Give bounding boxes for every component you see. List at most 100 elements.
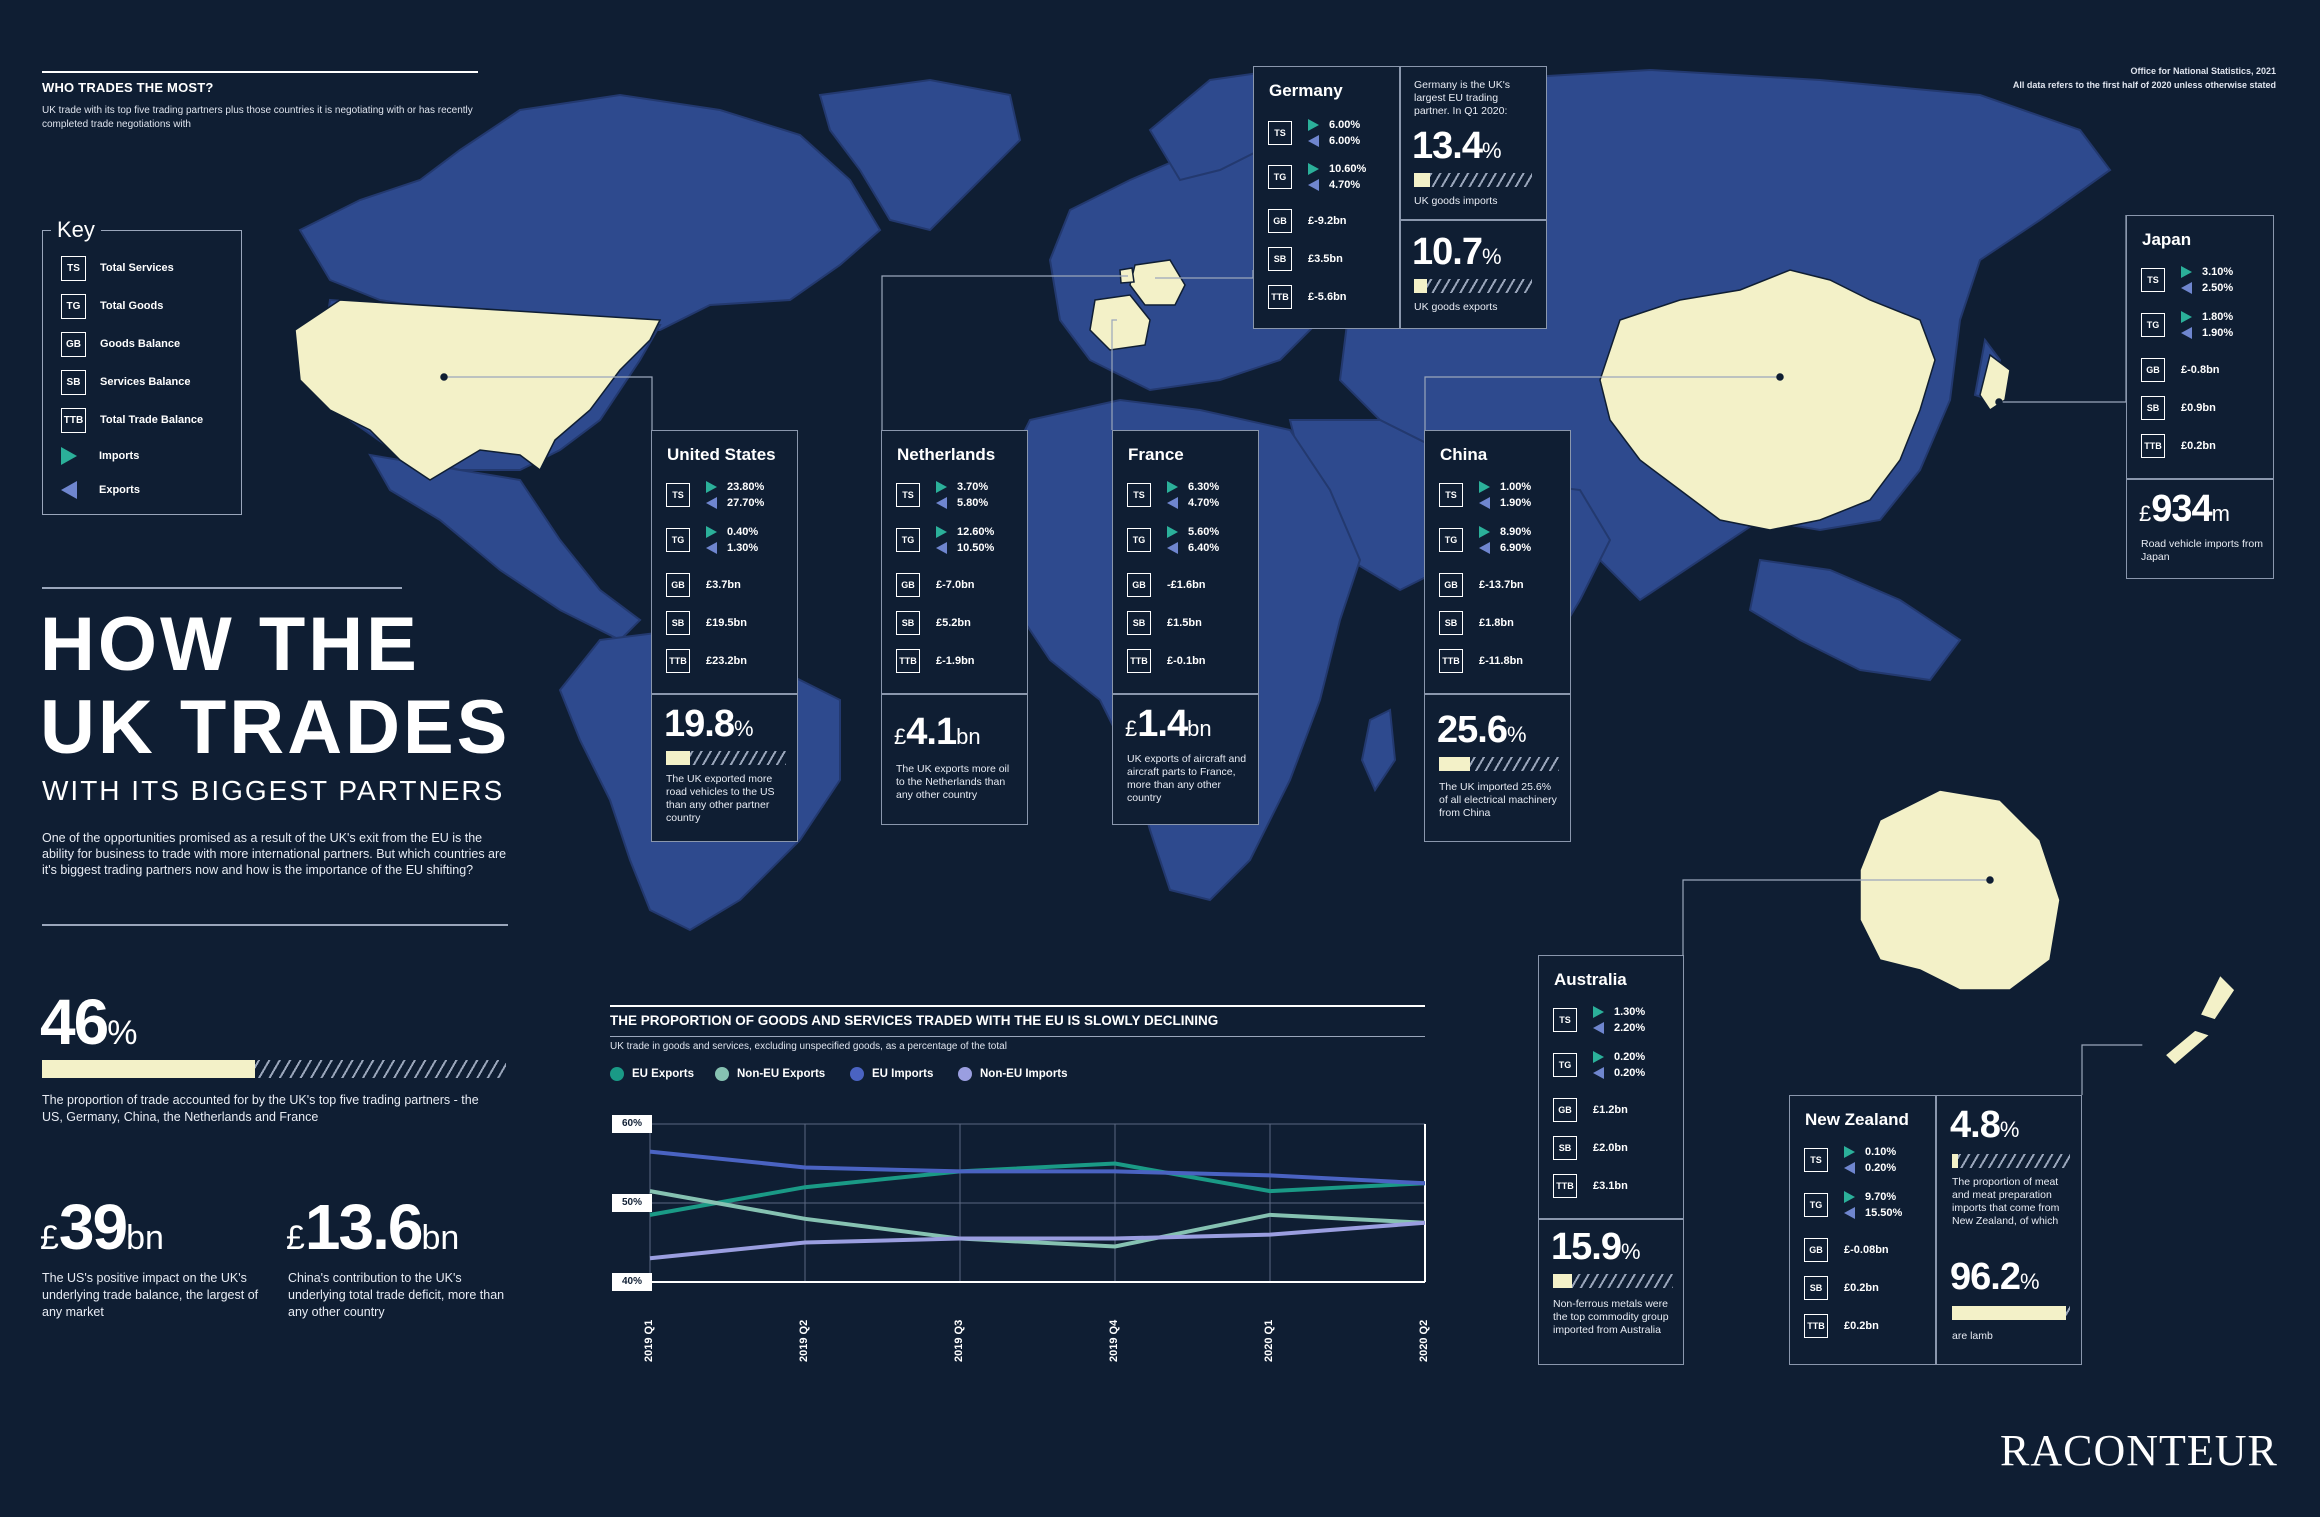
y-tick-50: 50% (612, 1194, 652, 1212)
ts-code-badge: TS (2141, 268, 2165, 293)
tg-code-badge: TG (2141, 313, 2165, 338)
germany-stat-exports: 10.7% (1412, 231, 1502, 273)
nz-lamb-caption: are lamb (1952, 1330, 1993, 1342)
tg-code-badge: TG (896, 528, 920, 553)
ttb-row: TTB £-11.8bn (1439, 649, 1523, 673)
ts-exports: 5.80% (936, 497, 988, 510)
imports-arrow-icon (1167, 526, 1178, 539)
ts-code-badge: TS (1553, 1008, 1577, 1033)
key-label-sb: Services Balance (100, 376, 191, 388)
card-china: China TS 1.00% 1.90% TG 8.90% 6.90% GB £-13.7… (1424, 430, 1571, 842)
tg-imports: 8.90% (1479, 526, 1531, 539)
x-tick-label: 2019 Q4 (1108, 1319, 1120, 1362)
ts-code-badge: TS (1804, 1148, 1828, 1173)
header-title: WHO TRADES THE MOST? (42, 80, 214, 95)
sb-code-badge: SB (61, 369, 86, 395)
nz-highlight (2163, 973, 2236, 1067)
key-item-ts: TS Total Services (61, 255, 174, 281)
sb-value: £0.9bn (2181, 402, 2216, 414)
tg-exports: 0.20% (1593, 1067, 1645, 1080)
sb-code-badge: SB (896, 611, 920, 635)
ttb-row: TTB £0.2bn (2141, 434, 2216, 458)
germany-imports-caption: UK goods imports (1414, 195, 1498, 207)
ts-exports: 6.00% (1308, 135, 1360, 148)
ts-imports: 6.00% (1308, 119, 1360, 132)
card-stat: £1.4bn (1125, 703, 1212, 745)
sb-row: SB £3.5bn (1268, 247, 1343, 271)
ts-imports: 3.10% (2181, 266, 2233, 279)
gb-row: GB £-0.8bn (2141, 358, 2220, 382)
tg-code-badge: TG (1553, 1053, 1577, 1078)
tg-exports: 1.30% (706, 542, 758, 555)
source-line-1: Office for National Statistics, 2021 (2130, 66, 2276, 76)
legend-dot (958, 1067, 972, 1081)
card-divider (1113, 693, 1258, 695)
x-tick-label: 2019 Q3 (953, 1319, 965, 1362)
stat-bar-meat (1952, 1154, 2070, 1168)
china-deficit-caption: China's contribution to the UK's underly… (288, 1271, 505, 1319)
country-name: Germany (1269, 81, 1343, 100)
ts-code-badge: TS (666, 483, 690, 508)
gb-value: £-13.7bn (1479, 579, 1524, 591)
ttb-code-badge: TTB (1127, 649, 1151, 673)
card-caption: UK exports of aircraft and aircraft part… (1127, 753, 1247, 804)
legend-dot (610, 1067, 624, 1081)
ttb-value: £3.1bn (1593, 1180, 1628, 1192)
source-line-2: All data refers to the first half of 202… (2012, 80, 2276, 90)
gb-code-badge: GB (666, 573, 690, 597)
stat-bar-exports (1414, 279, 1532, 293)
card-divider (1399, 219, 1546, 221)
sb-code-badge: SB (1804, 1276, 1828, 1300)
ttb-value: £-11.8bn (1479, 655, 1524, 667)
tg-imports: 1.80% (2181, 311, 2233, 324)
x-tick-label: 2019 Q1 (643, 1319, 655, 1362)
key-label-tg: Total Goods (100, 300, 164, 312)
legend-non-eu-exports: Non-EU Exports (715, 1067, 825, 1081)
tg-row: TG 0.20% 0.20% (1553, 1051, 1645, 1080)
us-impact-caption: The US's positive impact on the UK's und… (42, 1271, 259, 1319)
tg-code-badge: TG (666, 528, 690, 553)
card-caption: The UK imported 25.6% of all electrical … (1439, 781, 1557, 819)
exports-arrow-icon (1479, 497, 1490, 510)
sb-code-badge: SB (1439, 611, 1463, 635)
gb-code-badge: GB (2141, 358, 2165, 382)
germany-highlight (1129, 259, 1186, 306)
ttb-row: TTB £0.2bn (1804, 1314, 1879, 1338)
ttb-value: £-0.1bn (1167, 655, 1206, 667)
sb-value: £1.5bn (1167, 617, 1202, 629)
stat-bar-exports-fill (1414, 279, 1427, 293)
sb-row: SB £1.5bn (1127, 611, 1202, 635)
series-line-non-eu-imports (649, 1220, 1426, 1261)
ttb-code-badge: TTB (1268, 285, 1292, 309)
imports-arrow-icon (2181, 266, 2192, 279)
ttb-value: £0.2bn (1844, 1320, 1879, 1332)
key-item-sb: SB Services Balance (61, 369, 191, 395)
card-stat: 25.6% (1437, 709, 1527, 751)
exports-arrow-icon (1167, 497, 1178, 510)
card-divider (2127, 478, 2273, 480)
gb-row: GB £1.2bn (1553, 1098, 1628, 1122)
card-stat: £4.1bn (894, 711, 981, 753)
country-name: China (1440, 445, 1488, 464)
line-chart (649, 1123, 1426, 1283)
key-label-gb: Goods Balance (100, 338, 181, 350)
card-caption: Non-ferrous metals were the top commodit… (1553, 1298, 1669, 1336)
card-divider (652, 693, 797, 695)
ttb-code-badge: TTB (896, 649, 920, 673)
ttb-row: TTB £-5.6bn (1268, 285, 1347, 309)
legend-non-eu-imports: Non-EU Imports (958, 1067, 1068, 1081)
ts-imports: 3.70% (936, 481, 988, 494)
australia-highlight (1859, 789, 2061, 991)
exports-arrow-icon (936, 542, 947, 555)
top5-bar (42, 1060, 506, 1078)
gb-value: -£1.6bn (1167, 579, 1206, 591)
stat-bar-meat-fill (1952, 1154, 1958, 1168)
nz-stat-lamb: 96.2% (1950, 1256, 2040, 1298)
imports-arrow-icon (1308, 119, 1319, 132)
imports-arrow-icon (1593, 1006, 1604, 1019)
card-france: France TS 6.30% 4.70% TG 5.60% 6.40% GB -£1.6… (1112, 430, 1259, 825)
imports-arrow-icon (706, 481, 717, 494)
tg-row: TG 0.40% 1.30% (666, 526, 758, 555)
ts-exports: 4.70% (1167, 497, 1219, 510)
china-deficit-unit: bn (421, 1219, 460, 1257)
